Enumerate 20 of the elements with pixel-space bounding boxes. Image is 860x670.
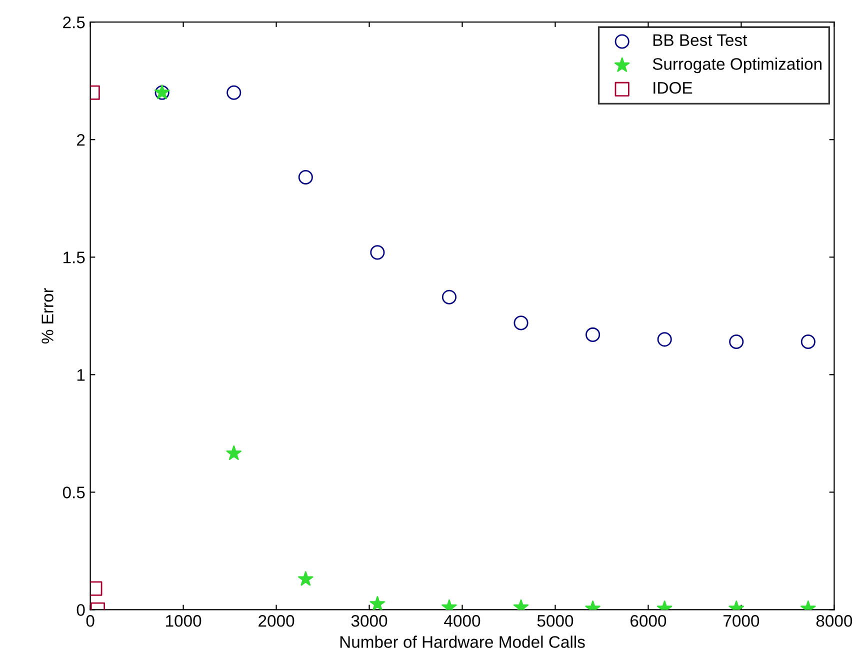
x-axis-title: Number of Hardware Model Calls bbox=[340, 636, 585, 648]
x-tick-label: 0 bbox=[86, 615, 94, 627]
y-tick-label: 1 bbox=[77, 369, 85, 381]
y-tick-label: 1.5 bbox=[64, 252, 85, 264]
y-tick-label: 0 bbox=[76, 604, 85, 616]
y-tick-label: 2.5 bbox=[63, 16, 85, 28]
x-tick-label: 8000 bbox=[816, 615, 852, 627]
x-tick-label: 3000 bbox=[351, 615, 388, 627]
x-tick-label: 2000 bbox=[258, 615, 294, 627]
y-axis-title: % Error bbox=[42, 288, 54, 344]
x-tick-label: 5000 bbox=[537, 615, 574, 627]
y-tick-label: 0.5 bbox=[62, 486, 85, 498]
legend-label: Surrogate Optimization bbox=[652, 58, 822, 74]
legend-label: BB Best Test bbox=[653, 34, 748, 46]
x-tick-label: 1000 bbox=[166, 615, 202, 627]
x-tick-label: 6000 bbox=[630, 615, 666, 627]
y-tick-label: 2 bbox=[77, 134, 85, 146]
legend-label: IDOE bbox=[654, 82, 692, 94]
x-tick-label: 7000 bbox=[724, 615, 760, 627]
x-tick-label: 4000 bbox=[444, 615, 480, 627]
